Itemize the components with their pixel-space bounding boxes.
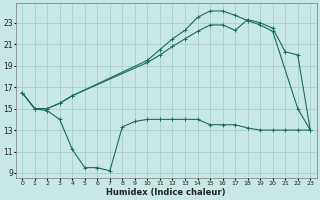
- X-axis label: Humidex (Indice chaleur): Humidex (Indice chaleur): [107, 188, 226, 197]
